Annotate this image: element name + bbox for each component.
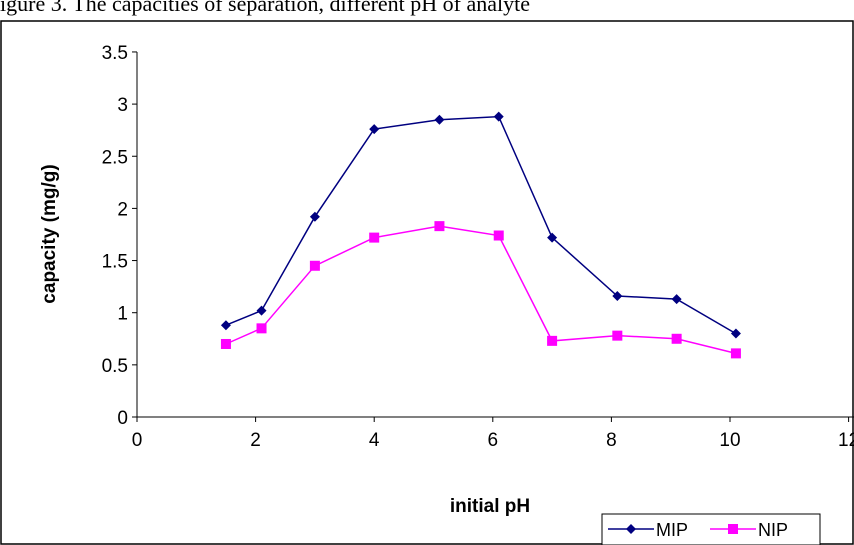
nip-data-point <box>220 338 231 349</box>
x-tick-label: 0 <box>132 430 143 451</box>
mip-data-point <box>220 320 231 331</box>
y-tick-label: 2.5 <box>102 147 128 168</box>
mip-data-point <box>730 328 741 339</box>
y-tick-label: 1 <box>117 304 128 325</box>
nip-data-point <box>547 335 558 346</box>
mip-data-point <box>671 294 682 305</box>
legend-mip-marker <box>626 524 636 534</box>
nip-data-point <box>671 333 682 344</box>
legend-nip-label: NIP <box>758 520 788 540</box>
y-tick-label: 0 <box>117 408 128 429</box>
nip-data-point <box>730 348 741 359</box>
nip-data-point <box>434 221 445 232</box>
y-tick-label: 2 <box>117 199 128 220</box>
mip-data-point <box>547 232 558 243</box>
nip-data-point <box>309 260 320 271</box>
chart-frame <box>0 20 854 545</box>
x-tick-label: 6 <box>488 430 499 451</box>
series-layer <box>220 111 741 359</box>
legend: MIP NIP <box>601 513 821 545</box>
x-axis-title: initial pH <box>450 496 530 517</box>
nip-data-point <box>256 323 267 334</box>
y-tick-label: 3 <box>117 95 128 116</box>
mip-series-line <box>225 115 737 335</box>
mip-data-point <box>369 124 380 135</box>
mip-data-point <box>434 114 445 125</box>
x-tick-label: 8 <box>606 430 617 451</box>
mip-data-point <box>493 111 504 122</box>
x-tick-label: 4 <box>369 430 380 451</box>
x-tick-label: 10 <box>719 430 740 451</box>
mip-data-point <box>309 211 320 222</box>
legend-nip-marker <box>728 524 738 534</box>
x-axis-ticks: 0 2 4 6 8 10 12 <box>132 417 854 451</box>
nip-data-point <box>612 330 623 341</box>
y-tick-label: 0.5 <box>102 356 128 377</box>
figure-caption: igure 3. The capacities of separation, d… <box>0 0 531 16</box>
nip-series-line <box>225 225 737 355</box>
y-tick-label: 1.5 <box>102 252 128 273</box>
nip-data-point <box>369 232 380 243</box>
y-tick-label: 3.5 <box>102 43 128 64</box>
x-tick-label: 12 <box>838 430 854 451</box>
mip-data-point <box>256 305 267 316</box>
x-tick-label: 2 <box>250 430 261 451</box>
nip-data-point <box>493 230 504 241</box>
y-axis-title: capacity (mg/g) <box>39 164 60 303</box>
mip-data-point <box>612 291 623 302</box>
y-axis-ticks: 0 0.5 1 1.5 2 2.5 3 3.5 <box>102 43 137 429</box>
legend-mip-label: MIP <box>656 520 688 540</box>
